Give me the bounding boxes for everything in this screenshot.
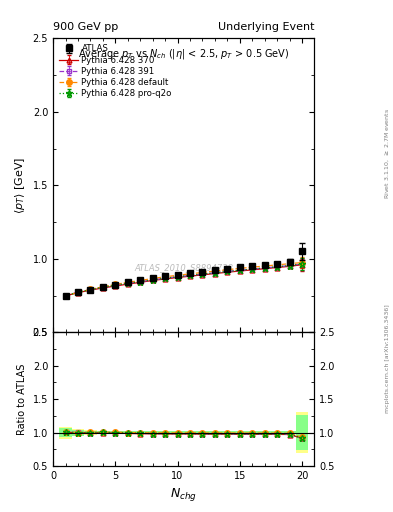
Bar [72,430,84,436]
Bar [147,431,159,434]
Bar [246,431,259,434]
Text: 900 GeV pp: 900 GeV pp [53,22,118,32]
Bar [271,431,283,434]
Y-axis label: $\langle p_T \rangle$ [GeV]: $\langle p_T \rangle$ [GeV] [13,157,27,214]
Bar [109,431,121,434]
Bar [283,431,296,434]
Bar [259,431,271,434]
Text: ATLAS_2010_S8894728: ATLAS_2010_S8894728 [134,263,233,272]
Bar [233,431,246,434]
Legend: ATLAS, Pythia 6.428 370, Pythia 6.428 391, Pythia 6.428 default, Pythia 6.428 pr: ATLAS, Pythia 6.428 370, Pythia 6.428 39… [57,42,174,100]
Bar [184,431,196,434]
Bar [159,431,171,434]
Bar [147,431,159,434]
Bar [221,431,233,434]
Bar [233,431,246,434]
Bar [72,429,84,436]
Bar [84,431,97,434]
Text: Underlying Event: Underlying Event [218,22,314,32]
X-axis label: $N_{chg}$: $N_{chg}$ [170,486,197,503]
Bar [271,431,283,434]
Bar [59,426,72,439]
Text: mcplots.cern.ch [arXiv:1306.3436]: mcplots.cern.ch [arXiv:1306.3436] [385,304,389,413]
Bar [209,431,221,434]
Bar [296,415,308,450]
Bar [84,431,97,435]
Bar [134,431,146,434]
Bar [296,413,308,453]
Bar [59,428,72,437]
Bar [159,431,171,434]
Text: Average $p_T$ vs $N_{ch}$ ($|\eta|$ < 2.5, $p_T$ > 0.5 GeV): Average $p_T$ vs $N_{ch}$ ($|\eta|$ < 2.… [78,47,290,61]
Bar [171,431,184,434]
Bar [134,431,146,434]
Bar [283,431,296,434]
Bar [97,431,109,434]
Bar [246,431,259,434]
Bar [196,431,209,434]
Bar [209,431,221,434]
Bar [196,431,209,434]
Bar [171,431,184,434]
Text: Rivet 3.1.10, $\geq$ 2.7M events: Rivet 3.1.10, $\geq$ 2.7M events [383,108,391,199]
Bar [109,431,121,434]
Bar [259,431,271,434]
Bar [121,431,134,434]
Bar [97,431,109,434]
Y-axis label: Ratio to ATLAS: Ratio to ATLAS [17,364,27,435]
Bar [221,431,233,434]
Bar [121,431,134,434]
Bar [184,431,196,434]
